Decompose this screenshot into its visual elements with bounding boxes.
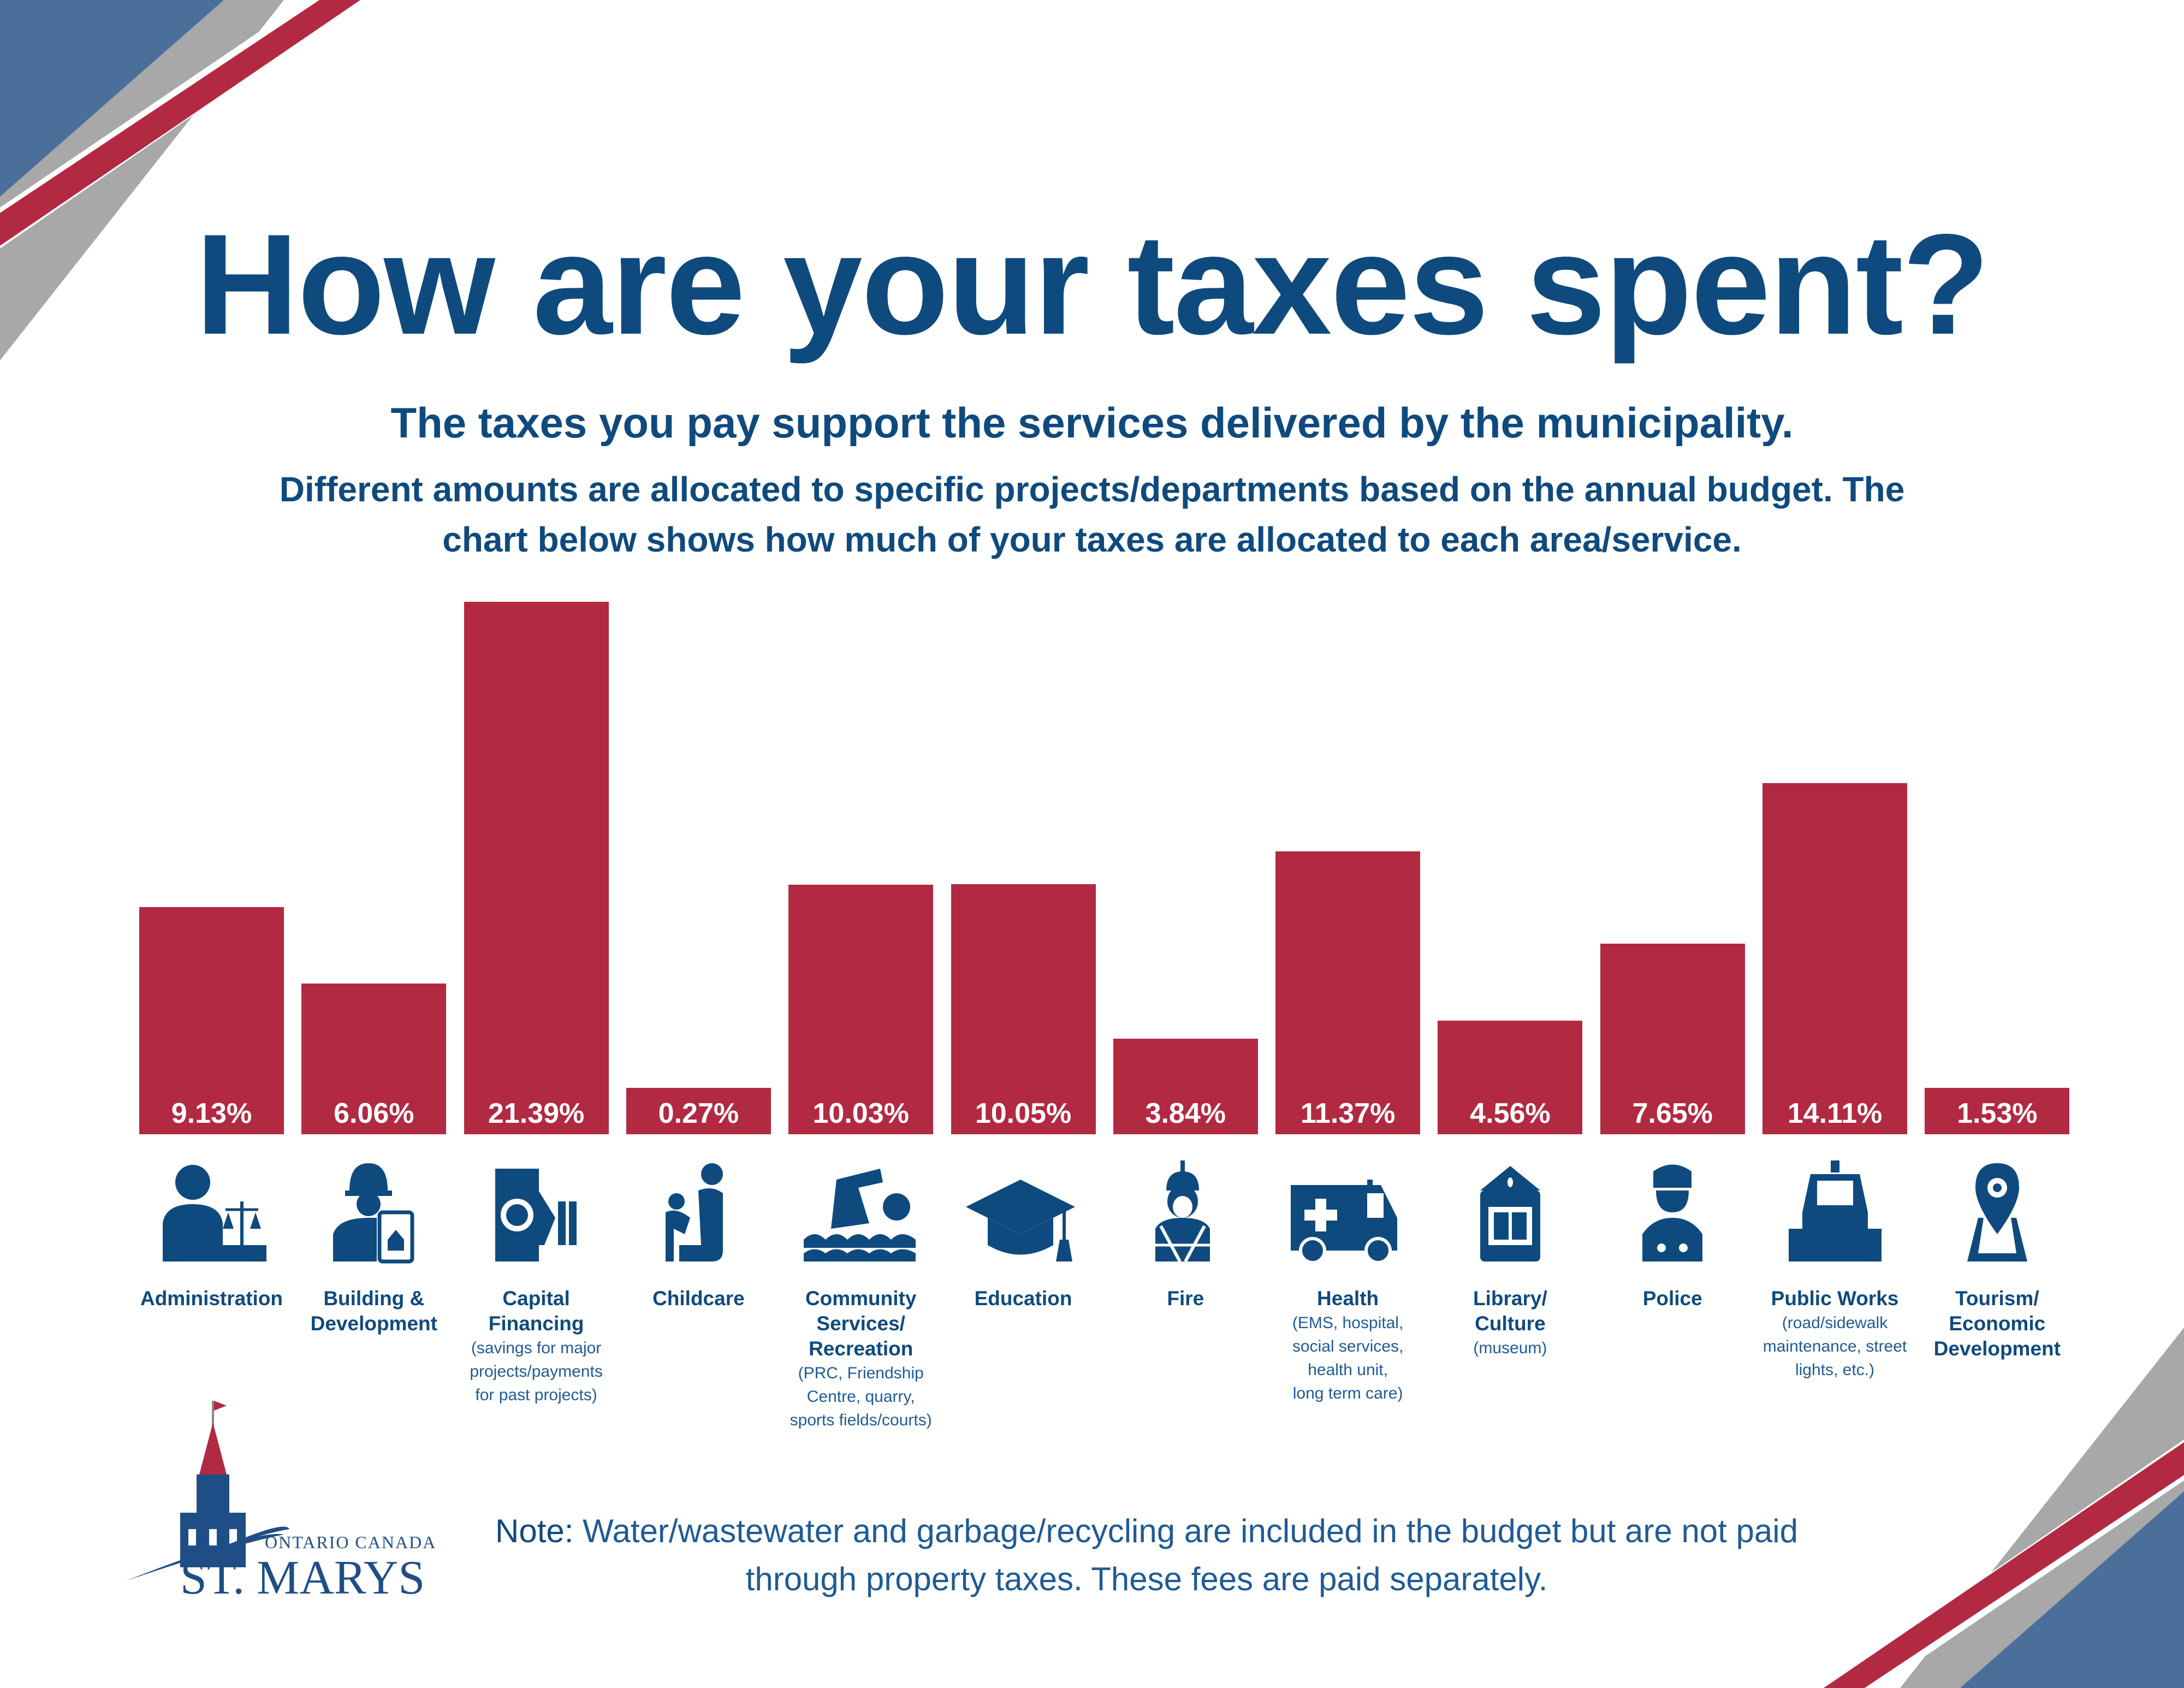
page-subtitle: The taxes you pay support the services d…: [390, 399, 1794, 447]
page-description: Different amounts are allocated to speci…: [279, 470, 1905, 559]
category-label: Fire: [1105, 1286, 1266, 1311]
bar-value-label: 21.39%: [488, 1098, 585, 1129]
category-detail-line: projects/payments: [470, 1363, 603, 1381]
category-label: Police: [1592, 1286, 1753, 1311]
bar-value-label: 10.03%: [812, 1097, 909, 1129]
category-label: Health (EMS, hospital, social services, hea…: [1267, 1286, 1429, 1405]
category-name-line: Economic: [1949, 1312, 2046, 1335]
category-label: Community Services/Recreation (PRC, Friend…: [780, 1286, 942, 1432]
footnote: Note: Water/wastewater and garbage/recyc…: [491, 1507, 1802, 1603]
category-detail-line: long term care): [1292, 1384, 1403, 1402]
category-label: Childcare: [618, 1286, 779, 1311]
category-name-line: Childcare: [652, 1287, 745, 1310]
bar-1: 6.06%: [301, 983, 447, 1134]
category-name-line: Services/: [816, 1312, 905, 1335]
police-officer-icon: [1610, 1158, 1735, 1267]
bottom-right-corner-decoration: [1824, 1328, 2184, 1688]
money-hand-icon: [473, 1158, 599, 1267]
st-marys-logo: ONTARIO CANADA ST. MARYS: [120, 1393, 459, 1604]
bar-11: 1.53%: [1925, 1088, 2070, 1134]
ambulance-icon: [1285, 1158, 1411, 1267]
category-name-line: Recreation: [809, 1337, 913, 1360]
bar-value-label: 10.05%: [975, 1097, 1072, 1129]
snowplow-icon: [1772, 1158, 1898, 1267]
category-label: Building & Development: [293, 1286, 455, 1336]
category-detail-line: (EMS, hospital,: [1292, 1314, 1404, 1332]
bar-2: 21.39%: [464, 602, 609, 1134]
category-detail-line: sports fields/courts): [790, 1411, 932, 1429]
bar-3: 0.27%: [626, 1088, 771, 1134]
category-label: Education: [942, 1286, 1104, 1311]
category-detail-line: (road/sidewalk: [1782, 1314, 1888, 1332]
logo-wordmark: ST. MARYS: [180, 1551, 425, 1600]
category-label: Tourism/Economic Development: [1916, 1286, 2078, 1361]
category-name-line: Financing: [488, 1312, 584, 1335]
category-name-line: Health: [1317, 1287, 1379, 1310]
firefighter-icon: [1123, 1158, 1248, 1267]
category-label: Public Works (road/sidewalk maintenance, s…: [1754, 1286, 1916, 1382]
category-detail-line: (museum): [1473, 1339, 1547, 1357]
bar-6: 3.84%: [1113, 1038, 1258, 1134]
bar-9: 7.65%: [1600, 944, 1745, 1134]
category-label: Capital Financing (savings for major projec…: [455, 1286, 617, 1407]
category-name-line: Education: [974, 1287, 1072, 1310]
bar-value-label: 1.53%: [1957, 1098, 2038, 1129]
bar-8: 4.56%: [1438, 1021, 1583, 1134]
category-name-line: Public Works: [1771, 1287, 1899, 1310]
bar-value-label: 4.56%: [1470, 1097, 1551, 1129]
page-title: How are your taxes spent?: [195, 204, 1990, 364]
note-text: Water/wastewater and garbage/recycling a…: [573, 1513, 1798, 1597]
category-detail-line: social services,: [1292, 1337, 1404, 1355]
category-name-line: Library/: [1473, 1287, 1547, 1310]
map-pin-icon: [1934, 1158, 2060, 1267]
category-detail-line: health unit,: [1308, 1361, 1388, 1379]
parent-child-icon: [636, 1158, 761, 1267]
category-label: Administration: [131, 1286, 293, 1311]
bar-7: 11.37%: [1275, 851, 1421, 1134]
category-detail-line: lights, etc.): [1795, 1361, 1875, 1379]
category-name-line: Capital: [502, 1287, 570, 1310]
category-detail-line: (PRC, Friendship: [798, 1364, 924, 1382]
category-name-line: Fire: [1167, 1287, 1204, 1310]
bar-value-label: 0.27%: [658, 1098, 739, 1129]
bar-10: 14.11%: [1762, 783, 1907, 1134]
administrator-scales-icon: [149, 1158, 275, 1267]
bar-0: 9.13%: [139, 907, 284, 1134]
construction-worker-icon: [311, 1158, 437, 1267]
library-book-icon: [1447, 1158, 1573, 1267]
bar-5: 10.05%: [951, 884, 1096, 1134]
logo-tagline: ONTARIO CANADA: [265, 1532, 436, 1552]
category-detail-line: (savings for major: [471, 1339, 602, 1357]
note-label: Note:: [495, 1513, 574, 1549]
top-left-corner-decoration: [0, 0, 360, 360]
category-name-line: Tourism/: [1955, 1287, 2039, 1310]
category-label: Library/Culture (museum): [1429, 1286, 1591, 1360]
bar-value-label: 6.06%: [334, 1097, 414, 1129]
category-detail-line: maintenance, street: [1762, 1337, 1907, 1355]
bar-value-label: 9.13%: [171, 1097, 252, 1129]
bar-4: 10.03%: [788, 884, 934, 1134]
category-name-line: Development: [310, 1312, 437, 1335]
category-name-line: Administration: [140, 1287, 283, 1310]
category-name-line: Development: [1933, 1337, 2061, 1360]
swimmer-icon: [798, 1158, 924, 1267]
category-name-line: Community: [805, 1287, 917, 1310]
bar-value-label: 3.84%: [1145, 1097, 1226, 1129]
category-name-line: Police: [1642, 1287, 1702, 1310]
graduation-cap-icon: [960, 1158, 1086, 1267]
category-detail-line: Centre, quarry,: [806, 1388, 915, 1406]
bar-value-label: 7.65%: [1632, 1097, 1713, 1129]
bar-value-label: 11.37%: [1300, 1097, 1396, 1129]
category-name-line: Building &: [323, 1287, 425, 1310]
category-name-line: Culture: [1475, 1312, 1546, 1335]
bar-value-label: 14.11%: [1787, 1097, 1883, 1129]
category-detail-line: for past projects): [475, 1386, 597, 1404]
